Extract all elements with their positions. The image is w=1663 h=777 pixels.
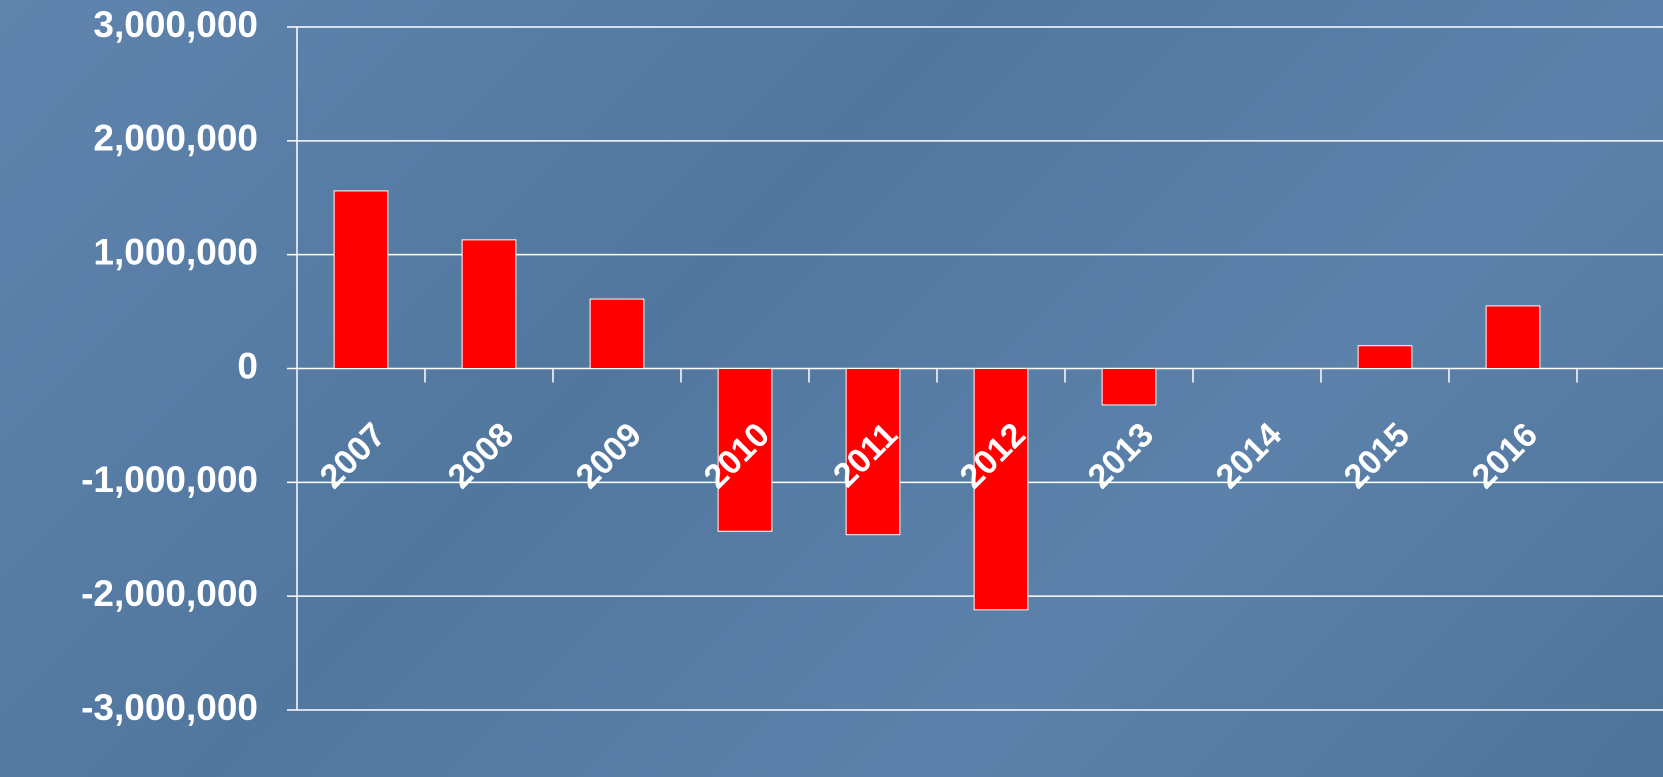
bar <box>845 368 901 536</box>
bar <box>1357 345 1413 370</box>
x-tick-label: 2013 <box>1081 416 1161 496</box>
x-tick-label: 2016 <box>1465 416 1545 496</box>
y-tick-label: 1,000,000 <box>93 231 258 272</box>
y-tick-label: -3,000,000 <box>81 687 258 728</box>
y-tick-label: 0 <box>237 345 258 386</box>
bar <box>1485 305 1541 369</box>
y-tick-label: 2,000,000 <box>93 118 258 159</box>
x-tick-label: 2007 <box>313 416 393 496</box>
x-tick-label: 2014 <box>1209 416 1289 496</box>
bar <box>589 298 645 370</box>
y-tick-label: 3,000,000 <box>93 4 258 45</box>
x-tick-label: 2015 <box>1337 416 1417 496</box>
y-tick-label: -2,000,000 <box>81 573 258 614</box>
bar <box>717 368 773 532</box>
bar <box>461 239 517 369</box>
x-tick-label: 2008 <box>441 416 521 496</box>
y-tick-label: -1,000,000 <box>81 459 258 500</box>
bar <box>333 190 389 369</box>
bar <box>973 368 1029 611</box>
x-tick-label: 2009 <box>569 416 649 496</box>
bar <box>1101 368 1157 406</box>
